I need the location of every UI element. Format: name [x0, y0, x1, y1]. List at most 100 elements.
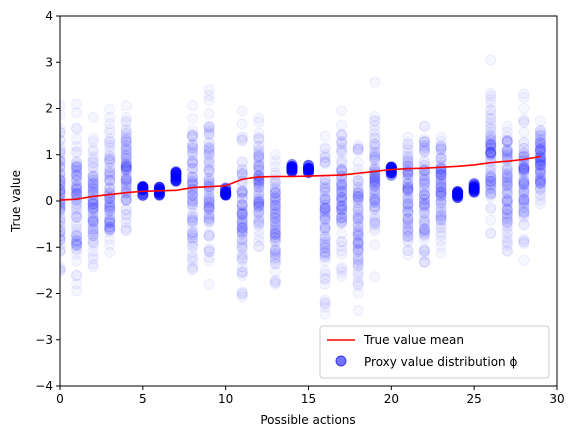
- proxy-point: [60, 204, 66, 216]
- proxy-point: [120, 222, 132, 234]
- proxy-point: [352, 206, 364, 218]
- proxy-point: [402, 237, 414, 249]
- proxy-point: [336, 142, 348, 154]
- proxy-point: [369, 180, 381, 192]
- proxy-point: [187, 180, 199, 192]
- proxy-point: [60, 179, 66, 191]
- proxy-point: [319, 193, 331, 205]
- proxy-point: [71, 223, 83, 235]
- proxy-point: [369, 174, 381, 186]
- proxy-point: [60, 266, 66, 278]
- proxy-point: [468, 178, 480, 190]
- legend-box: [319, 325, 550, 379]
- proxy-point: [203, 198, 215, 210]
- proxy-point: [60, 234, 66, 246]
- proxy-point: [236, 186, 248, 198]
- proxy-point: [187, 201, 199, 213]
- proxy-point: [435, 218, 447, 230]
- proxy-point: [435, 142, 447, 154]
- proxy-point: [485, 109, 497, 121]
- proxy-point: [418, 199, 430, 211]
- proxy-point: [60, 233, 66, 245]
- proxy-point: [71, 174, 83, 186]
- proxy-point: [60, 214, 66, 226]
- proxy-point: [501, 216, 513, 228]
- proxy-point: [203, 184, 215, 196]
- proxy-point: [501, 176, 513, 188]
- proxy-point: [534, 164, 546, 176]
- proxy-point: [253, 196, 265, 208]
- proxy-point: [501, 169, 513, 181]
- proxy-point: [352, 203, 364, 215]
- proxy-point: [402, 190, 414, 202]
- proxy-point: [236, 287, 248, 299]
- proxy-point: [104, 166, 116, 178]
- proxy-point: [435, 152, 447, 164]
- proxy-point: [137, 189, 149, 201]
- proxy-point: [336, 203, 348, 215]
- proxy-point: [534, 144, 546, 156]
- proxy-point: [104, 127, 116, 139]
- proxy-point: [435, 214, 447, 226]
- proxy-point: [104, 154, 116, 166]
- proxy-point: [518, 151, 530, 163]
- proxy-point: [87, 205, 99, 217]
- proxy-point: [435, 169, 447, 181]
- proxy-point: [187, 229, 199, 241]
- proxy-point: [501, 220, 513, 232]
- proxy-point: [60, 155, 66, 167]
- proxy-point: [352, 187, 364, 199]
- proxy-point: [269, 195, 281, 207]
- proxy-point: [534, 166, 546, 178]
- proxy-point: [60, 234, 66, 246]
- proxy-point: [104, 226, 116, 238]
- proxy-point: [104, 221, 116, 233]
- proxy-point: [153, 186, 165, 198]
- proxy-point: [418, 182, 430, 194]
- proxy-point: [402, 231, 414, 243]
- proxy-point: [518, 175, 530, 187]
- proxy-point: [87, 189, 99, 201]
- proxy-point: [435, 168, 447, 180]
- proxy-point: [319, 241, 331, 253]
- proxy-point: [203, 209, 215, 221]
- y-tick-label: −2: [35, 287, 53, 301]
- proxy-point: [269, 199, 281, 211]
- proxy-point: [518, 178, 530, 190]
- proxy-point: [104, 161, 116, 173]
- proxy-point: [269, 251, 281, 263]
- proxy-point: [60, 225, 66, 237]
- proxy-point: [418, 206, 430, 218]
- proxy-point: [435, 210, 447, 222]
- proxy-point: [269, 192, 281, 204]
- proxy-point: [402, 181, 414, 193]
- proxy-point: [485, 138, 497, 150]
- proxy-point: [71, 165, 83, 177]
- proxy-point: [71, 133, 83, 145]
- proxy-point: [203, 209, 215, 221]
- proxy-point: [518, 161, 530, 173]
- proxy-point: [104, 182, 116, 194]
- proxy-point: [187, 232, 199, 244]
- proxy-point: [269, 201, 281, 213]
- proxy-point: [187, 240, 199, 252]
- proxy-point: [402, 142, 414, 154]
- proxy-point: [220, 186, 232, 198]
- proxy-point: [203, 200, 215, 212]
- proxy-point: [170, 173, 182, 185]
- proxy-point: [187, 256, 199, 268]
- proxy-point: [87, 202, 99, 214]
- proxy-point: [319, 151, 331, 163]
- proxy-point: [120, 163, 132, 175]
- proxy-point: [87, 202, 99, 214]
- proxy-point: [418, 199, 430, 211]
- proxy-point: [104, 150, 116, 162]
- proxy-point: [87, 216, 99, 228]
- proxy-point: [319, 207, 331, 219]
- proxy-point: [518, 142, 530, 154]
- proxy-point: [253, 160, 265, 172]
- proxy-point: [120, 184, 132, 196]
- proxy-point: [485, 214, 497, 226]
- proxy-point: [104, 174, 116, 186]
- proxy-point: [203, 163, 215, 175]
